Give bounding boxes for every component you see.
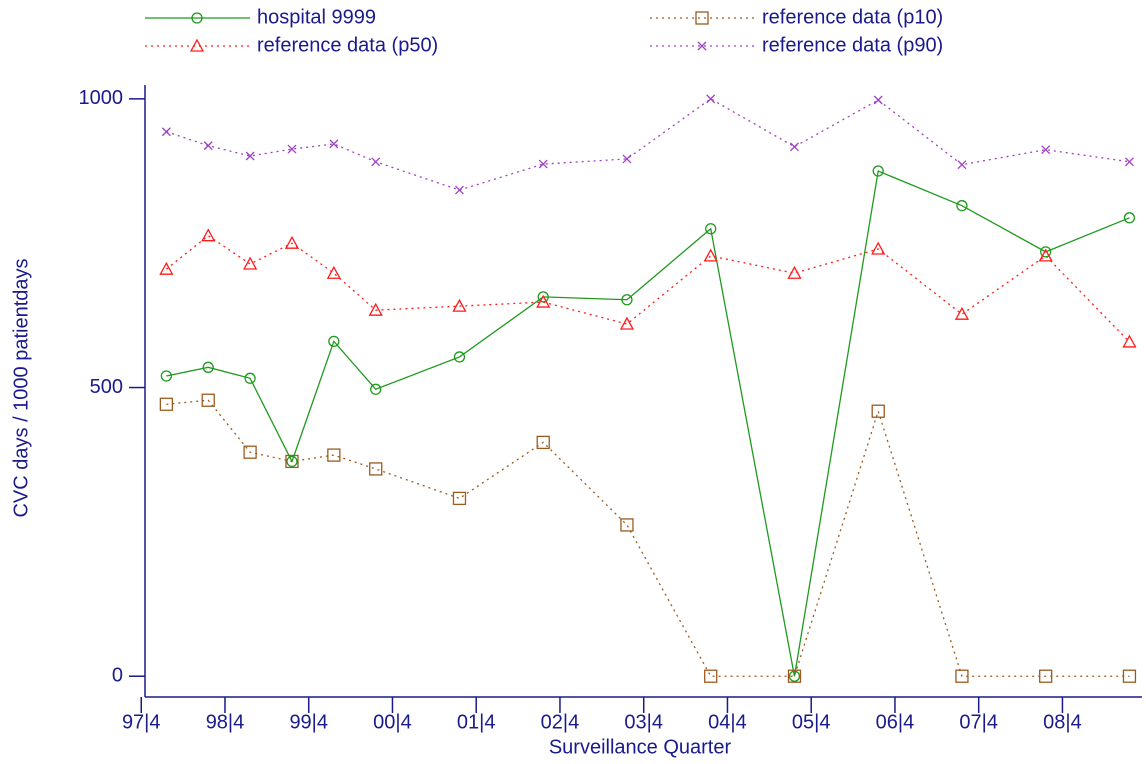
marker — [622, 154, 632, 164]
series-line — [165, 234, 1130, 343]
marker — [285, 454, 299, 469]
marker — [327, 448, 341, 462]
legend-item: reference data (p90) — [650, 34, 943, 56]
marker — [621, 294, 633, 306]
x-tick-label: 05|4 — [792, 711, 831, 733]
legend-label: reference data (p90) — [762, 34, 943, 56]
series-line — [166, 98, 1130, 191]
marker — [872, 165, 884, 177]
marker — [787, 265, 802, 279]
marker — [695, 11, 709, 25]
marker — [371, 157, 381, 167]
marker — [201, 228, 216, 242]
y-tick-label: 0 — [112, 664, 123, 686]
marker — [536, 435, 550, 450]
marker — [1041, 145, 1051, 155]
marker — [284, 235, 300, 249]
marker — [1124, 157, 1134, 167]
marker — [368, 302, 383, 316]
marker — [1122, 334, 1137, 348]
marker — [370, 383, 382, 395]
marker — [329, 139, 339, 149]
y-tick-label: 1000 — [79, 87, 124, 109]
marker — [1039, 669, 1053, 683]
marker — [452, 298, 467, 312]
marker — [245, 151, 255, 161]
marker — [203, 141, 213, 151]
marker — [453, 351, 466, 363]
marker — [243, 256, 258, 270]
x-tick-label: 01|4 — [457, 711, 496, 733]
marker — [537, 291, 549, 303]
marker — [1123, 212, 1136, 224]
legend-item: hospital 9999 — [145, 6, 376, 28]
marker — [536, 294, 551, 308]
marker — [328, 335, 340, 347]
marker — [1040, 246, 1052, 258]
x-tick-label: 99|4 — [289, 711, 328, 733]
marker — [955, 669, 969, 683]
series-line — [166, 170, 1130, 677]
marker — [452, 491, 467, 506]
series-line — [166, 399, 1130, 677]
legend-item: reference data (p10) — [650, 6, 943, 28]
marker — [706, 94, 716, 104]
marker — [871, 404, 885, 418]
marker — [954, 306, 970, 320]
marker — [705, 223, 717, 235]
marker — [201, 393, 215, 407]
marker — [455, 185, 464, 195]
x-axis-title: Surveillance Quarter — [549, 736, 732, 758]
x-tick-label: 03|4 — [624, 711, 663, 733]
marker — [703, 248, 718, 262]
marker — [202, 361, 214, 373]
x-tick-label: 00|4 — [373, 711, 412, 733]
legend-label: hospital 9999 — [257, 6, 376, 28]
marker — [789, 142, 799, 152]
marker — [956, 200, 968, 212]
legend-item: reference data (p50) — [145, 34, 438, 56]
x-tick-label: 02|4 — [541, 711, 580, 733]
marker — [1122, 669, 1137, 683]
legend-label: reference data (p50) — [257, 34, 438, 56]
marker — [369, 462, 383, 476]
legend-label: reference data (p10) — [762, 6, 943, 28]
marker — [244, 372, 256, 384]
marker — [286, 455, 298, 468]
marker — [243, 445, 257, 459]
y-axis-title: CVC days / 1000 patientdays — [10, 258, 32, 517]
x-tick-label: 08|4 — [1043, 711, 1082, 733]
marker — [957, 160, 967, 170]
marker — [189, 38, 205, 52]
marker — [191, 12, 203, 24]
marker — [161, 127, 171, 137]
marker — [326, 265, 341, 279]
marker — [287, 144, 297, 154]
x-tick-label: 07|4 — [959, 711, 998, 733]
x-tick-label: 98|4 — [206, 711, 245, 733]
marker — [788, 670, 801, 682]
y-tick-label: 500 — [90, 376, 123, 398]
marker — [871, 241, 886, 255]
marker — [619, 316, 635, 330]
marker — [697, 41, 707, 51]
x-tick-label: 06|4 — [876, 711, 915, 733]
x-tick-label: 04|4 — [708, 711, 747, 733]
marker — [160, 370, 173, 382]
marker — [538, 159, 548, 169]
marker — [1038, 248, 1053, 262]
marker — [620, 518, 634, 532]
marker — [159, 397, 174, 411]
x-tick-label: 97|4 — [122, 711, 161, 733]
marker — [704, 669, 718, 683]
marker — [159, 261, 174, 275]
marker — [787, 669, 802, 683]
marker — [873, 95, 883, 105]
